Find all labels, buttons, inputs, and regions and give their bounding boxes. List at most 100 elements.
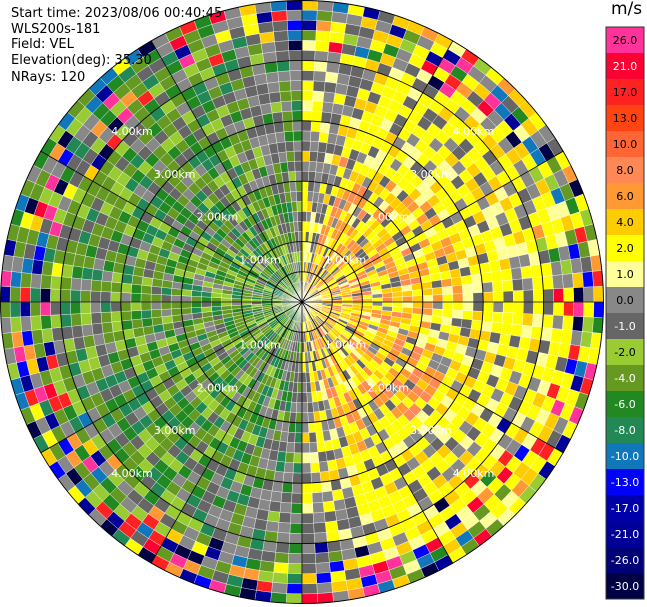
ppi-gate	[301, 452, 311, 464]
ppi-gate	[259, 560, 275, 573]
ppi-gate	[281, 110, 293, 122]
ppi-gate	[100, 311, 112, 324]
ppi-gate	[301, 40, 316, 51]
ppi-gate	[293, 452, 303, 464]
ppi-gate	[201, 301, 212, 308]
ppi-gate	[296, 191, 303, 202]
ppi-gate	[411, 289, 423, 297]
ppi-gate	[301, 462, 312, 474]
ppi-gate	[570, 330, 583, 347]
ppi-gate	[288, 40, 303, 51]
ppi-gate	[472, 282, 484, 294]
ppi-gate	[314, 552, 330, 564]
ppi-gate	[301, 110, 313, 122]
ppi-gate	[500, 322, 513, 336]
ppi-gate	[470, 273, 483, 285]
ppi-gate	[522, 301, 534, 315]
ppi-gate	[309, 151, 318, 163]
ppi-gate	[307, 411, 315, 423]
ppi-gate	[295, 181, 303, 192]
ppi-gate	[311, 110, 323, 122]
azimuth-spoke	[150, 40, 303, 303]
ppi-gate	[100, 301, 112, 313]
ppi-gate	[260, 41, 276, 54]
ppi-gate	[310, 120, 322, 132]
ppi-gate	[472, 301, 484, 312]
ppi-gate	[288, 421, 296, 433]
ppi-gate	[382, 297, 393, 303]
ppi-gate	[550, 260, 563, 276]
ppi-gate	[273, 470, 285, 483]
ppi-gate	[309, 451, 320, 464]
ppi-gate	[71, 265, 84, 280]
ppi-gate	[294, 170, 303, 182]
ppi-gate	[110, 281, 122, 293]
ppi-gate	[381, 292, 393, 298]
colorbar-tick-label: -17.0	[611, 502, 639, 515]
range-ring-label: 2.00km	[367, 211, 409, 224]
ppi-gate	[90, 312, 102, 325]
ppi-gate	[278, 151, 288, 164]
ppi-gate	[459, 266, 472, 278]
colorbar-swatch	[606, 157, 644, 184]
ppi-gate	[313, 532, 328, 544]
azimuth-spoke	[40, 150, 303, 303]
ppi-gate	[101, 321, 114, 334]
ppi-gate	[279, 161, 289, 173]
ppi-gate	[260, 550, 276, 563]
ppi-gate	[553, 288, 564, 303]
ppi-gate	[10, 271, 22, 288]
ppi-gate	[110, 311, 122, 323]
ppi-gate	[292, 462, 303, 474]
ppi-gate	[313, 522, 327, 534]
ppi-gate	[314, 50, 329, 62]
ppi-gate	[132, 326, 145, 338]
ppi-gate	[301, 392, 308, 403]
colorbar-swatch	[606, 469, 644, 496]
colorbar-tick-label: 17.0	[613, 86, 638, 99]
ppi-gate	[412, 301, 423, 309]
ppi-gate	[121, 319, 134, 331]
ppi-gate	[40, 288, 51, 303]
ppi-gate	[431, 308, 443, 317]
ppi-gate	[542, 275, 554, 290]
ppi-gate	[301, 372, 307, 383]
ppi-gate	[562, 273, 574, 289]
ppi-gate	[151, 316, 164, 326]
azimuth-spoke	[150, 301, 303, 564]
ppi-gate	[301, 482, 313, 494]
ppi-gate	[221, 297, 232, 303]
colorbar-swatch	[606, 53, 644, 80]
ppi-gate	[306, 391, 313, 403]
ppi-gate	[286, 9, 303, 21]
ppi-gate	[121, 273, 134, 285]
ppi-gate	[391, 291, 403, 298]
ppi-gate	[301, 100, 313, 112]
ppi-gate	[171, 288, 183, 296]
ppi-gate	[542, 314, 554, 329]
ppi-gate	[270, 490, 283, 503]
ppi-gate	[273, 30, 289, 42]
ppi-gate	[593, 301, 605, 318]
ppi-gate	[293, 442, 303, 454]
ppi-gate	[130, 283, 143, 294]
ppi-gate	[402, 296, 413, 303]
elevation-label: Elevation(deg): 35.30	[11, 53, 152, 68]
ppi-gate	[402, 301, 413, 308]
ppi-gate	[267, 510, 281, 523]
ppi-gate	[31, 259, 44, 275]
ppi-gate	[314, 40, 330, 52]
ppi-gate	[170, 294, 182, 303]
ppi-gate	[313, 70, 327, 82]
ppi-gate	[502, 301, 514, 314]
ppi-gate	[562, 315, 574, 331]
ppi-gate	[90, 301, 102, 314]
ppi-gate	[315, 431, 325, 443]
ppi-gate	[267, 81, 281, 94]
ppi-gate	[552, 314, 564, 330]
field-label: Field: VEL	[11, 37, 74, 52]
ppi-gate	[275, 50, 290, 62]
ppi-gate	[301, 432, 310, 444]
ppi-gate	[593, 286, 605, 303]
ppi-gate	[480, 320, 493, 333]
